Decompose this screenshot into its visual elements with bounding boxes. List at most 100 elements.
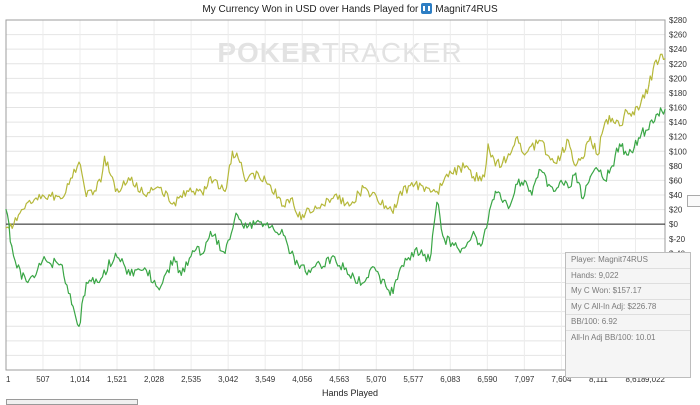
data-point bbox=[465, 165, 467, 167]
plot-frame bbox=[5, 19, 666, 371]
data-point bbox=[41, 260, 44, 262]
data-point bbox=[114, 190, 117, 192]
y-tick-label: $240 bbox=[669, 45, 687, 54]
data-point bbox=[392, 292, 394, 295]
data-point bbox=[414, 183, 416, 185]
data-point bbox=[239, 161, 241, 163]
data-point bbox=[509, 154, 511, 156]
data-point bbox=[114, 252, 117, 254]
data-point bbox=[297, 263, 299, 265]
data-point bbox=[443, 238, 445, 240]
x-tick-label: 3,042 bbox=[218, 375, 239, 384]
data-point bbox=[414, 249, 416, 251]
y-tick-label: $20 bbox=[669, 206, 683, 215]
data-point bbox=[385, 205, 387, 207]
y-tick-label: $80 bbox=[669, 162, 683, 171]
x-tick-label: 1 bbox=[6, 375, 11, 384]
data-point bbox=[531, 194, 533, 196]
data-point bbox=[209, 230, 212, 233]
data-point bbox=[224, 190, 226, 192]
y-tick-label: $0 bbox=[669, 220, 678, 229]
data-point bbox=[538, 139, 540, 141]
data-point bbox=[523, 179, 526, 182]
x-axis-label: Hands Played bbox=[321, 388, 379, 398]
flag-icon bbox=[421, 3, 433, 14]
data-point bbox=[11, 245, 13, 247]
data-point bbox=[195, 249, 197, 251]
data-point bbox=[257, 219, 259, 222]
data-point bbox=[173, 256, 175, 258]
x-tick-label: 8,111 bbox=[589, 375, 608, 384]
data-point bbox=[103, 155, 106, 157]
y-tick-label: $60 bbox=[669, 176, 683, 185]
y-tick-label: $200 bbox=[669, 74, 687, 83]
data-point bbox=[589, 136, 591, 138]
data-point bbox=[144, 194, 146, 196]
data-point bbox=[626, 154, 628, 156]
data-point bbox=[436, 190, 438, 192]
chart-title-text: My Currency Won in USD over Hands Played… bbox=[202, 4, 419, 15]
data-point bbox=[202, 194, 204, 196]
data-point bbox=[16, 267, 18, 269]
data-point bbox=[334, 194, 336, 196]
x-tick-label: 1,014 bbox=[70, 375, 91, 384]
data-point bbox=[5, 208, 7, 211]
y-tick-label: $140 bbox=[669, 118, 687, 127]
data-point bbox=[246, 227, 248, 229]
y-tick-label: $280 bbox=[669, 16, 687, 25]
x-tick-label: 5,577 bbox=[403, 375, 424, 384]
stat-hands: Hands: 9,022 bbox=[566, 269, 690, 284]
y-tick-label: $220 bbox=[669, 60, 687, 69]
stat-player: Player: Magnit74RUS bbox=[566, 253, 690, 269]
data-point bbox=[664, 108, 666, 111]
data-point bbox=[41, 194, 44, 196]
data-point bbox=[319, 263, 321, 265]
data-point bbox=[100, 278, 102, 280]
data-point bbox=[209, 176, 212, 178]
data-point bbox=[304, 270, 307, 273]
data-point bbox=[297, 216, 299, 218]
data-point bbox=[5, 227, 7, 229]
data-point bbox=[604, 121, 606, 123]
data-point bbox=[483, 176, 486, 178]
data-point bbox=[502, 201, 504, 203]
data-point bbox=[202, 252, 204, 254]
data-point bbox=[257, 172, 259, 174]
y-tick-label: $100 bbox=[669, 147, 687, 156]
stat-bb100: BB/100: 6.92 bbox=[566, 315, 690, 331]
data-point bbox=[282, 205, 285, 207]
data-point bbox=[85, 195, 87, 198]
data-point bbox=[575, 172, 577, 174]
x-tick-label: 5,070 bbox=[366, 375, 387, 384]
data-point bbox=[567, 139, 570, 141]
data-point bbox=[224, 252, 226, 254]
y-tick-label: $160 bbox=[669, 104, 687, 113]
horizontal-scrollbar[interactable] bbox=[6, 399, 138, 405]
data-point bbox=[399, 267, 402, 269]
data-point bbox=[290, 198, 292, 200]
data-point bbox=[27, 201, 29, 203]
series-line-my-c-all-in-adj bbox=[5, 53, 666, 229]
data-point bbox=[187, 190, 190, 192]
data-point bbox=[655, 59, 657, 61]
data-point bbox=[304, 212, 307, 214]
data-point bbox=[502, 161, 504, 163]
data-point bbox=[472, 230, 475, 233]
data-point bbox=[16, 219, 18, 222]
data-point bbox=[604, 179, 606, 182]
data-point bbox=[611, 117, 613, 120]
data-point bbox=[180, 274, 182, 276]
y-tick-label: $260 bbox=[669, 31, 687, 40]
data-point bbox=[334, 256, 336, 258]
x-tick-label: 8,618 bbox=[625, 375, 646, 384]
x-tick-label: 7,604 bbox=[551, 375, 572, 384]
x-tick-label: 6,083 bbox=[440, 375, 461, 384]
stat-allin-bb100: All-In Adj BB/100: 10.01 bbox=[571, 332, 656, 342]
x-tick-label: 4,056 bbox=[292, 375, 313, 384]
data-point bbox=[494, 190, 496, 192]
x-tick-label: 507 bbox=[36, 375, 50, 384]
data-point bbox=[626, 110, 628, 112]
x-tick-label: 4,563 bbox=[329, 375, 350, 384]
data-point bbox=[60, 198, 62, 200]
x-tick-label: 1,521 bbox=[107, 375, 128, 384]
